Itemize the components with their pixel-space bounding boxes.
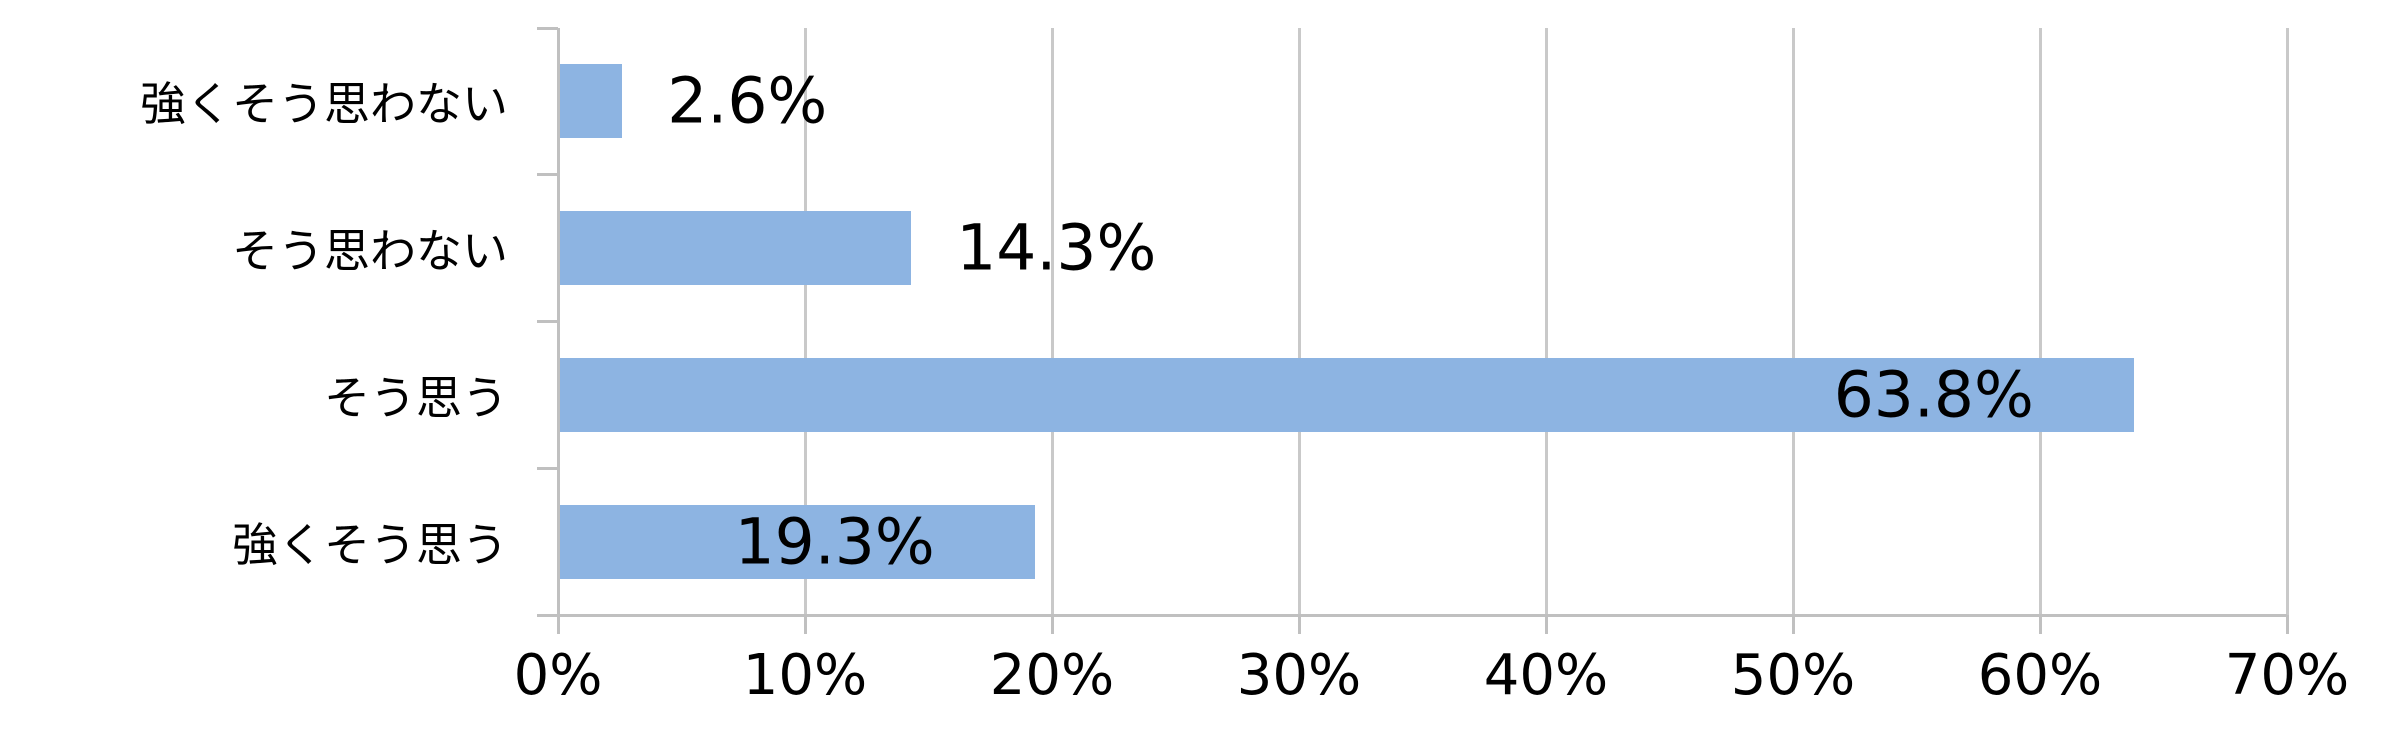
x-axis-tick-label: 10% [742,643,868,708]
bar: 19.3% [558,504,1035,579]
x-axis-tick-labels: 0% 10% 20% 30% 40% 50% 60% 70% [514,643,2350,715]
gridline [803,28,807,615]
x-axis-tick [2038,615,2042,634]
x-axis-tick-label: 50% [1730,643,1856,708]
bar-row: 19.3% [558,468,2287,615]
gridline [1791,28,1795,615]
x-axis-tick-label: 0% [513,643,603,708]
y-axis-tick [537,320,558,323]
bar [558,211,912,286]
gridline [1297,28,1301,615]
x-axis-tick [2285,615,2289,634]
plot-area: 2.6% 14.3% 63.8% 19.3% [537,26,2289,634]
x-axis-line [556,613,2287,617]
data-label: 2.6% [667,64,828,138]
y-axis-tick [537,173,558,177]
bar-row: 14.3% [558,175,2287,322]
gridline [2038,28,2042,615]
x-axis-tick-label: 30% [1236,643,1362,708]
category-label: そう思わない [232,224,508,279]
x-axis-tick-label: 40% [1483,643,1609,708]
x-axis-tick [1050,615,1054,634]
category-label: 強くそう思う [232,517,508,572]
category-label: そう思う [324,370,508,425]
x-axis-tick-label: 60% [1977,643,2103,708]
data-label: 19.3% [734,505,935,579]
gridline [1050,28,1054,615]
y-axis-line [556,28,560,615]
gridline [2285,28,2289,615]
x-axis-tick-label: 20% [989,643,1115,708]
data-label: 63.8% [1833,358,2034,432]
bar [558,64,623,139]
bar-row: 2.6% [558,28,2287,175]
x-axis-tick [1544,615,1548,634]
data-label: 14.3% [956,211,1157,285]
y-axis-tick [537,466,558,470]
gridline [1544,28,1548,615]
y-axis-tick [537,26,558,30]
category-label: 強くそう思わない [140,77,508,132]
y-axis-category-labels: 強くそう思わないそう思わないそう思う強くそう思う [0,28,508,615]
x-axis-tick [556,615,560,634]
x-axis-tick [1791,615,1795,634]
x-axis-tick [1297,615,1301,634]
x-axis-tick-label: 70% [2224,643,2350,708]
bar-row: 63.8% [558,322,2287,469]
x-axis-tick [803,615,807,634]
bar: 63.8% [558,357,2134,432]
bar-series: 2.6% 14.3% 63.8% 19.3% [558,28,2287,615]
y-axis-tick [537,613,558,617]
